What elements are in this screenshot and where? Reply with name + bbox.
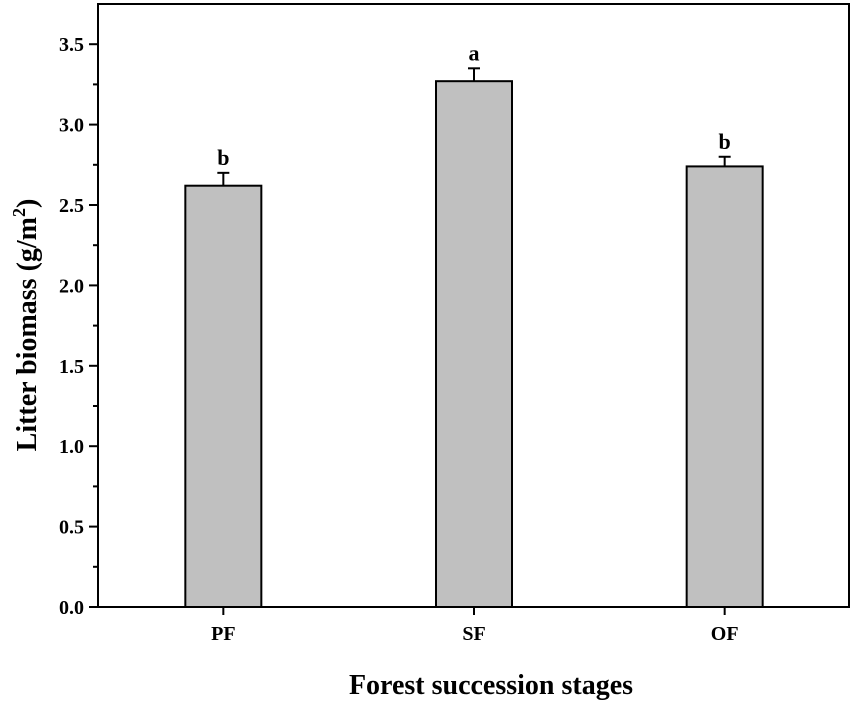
significance-label: b — [217, 145, 229, 170]
y-axis-title-main: Litter biomass (g/m — [12, 217, 43, 451]
significance-label: a — [469, 40, 480, 65]
bar-of — [685, 165, 764, 609]
y-tick-label: 3.5 — [59, 34, 84, 56]
x-tick-label: PF — [211, 623, 235, 645]
x-tick-label: SF — [462, 623, 485, 645]
y-axis-title-superscript: 2 — [9, 208, 29, 217]
x-axis-title: Forest succession stages — [349, 670, 633, 701]
significance-label: b — [719, 129, 731, 154]
bar-sf — [435, 80, 513, 608]
y-tick-label: 2.5 — [59, 195, 84, 217]
y-tick-label: 1.0 — [59, 436, 84, 458]
x-tick-label: OF — [711, 623, 739, 645]
y-axis-title-close: ) — [12, 199, 43, 208]
plot-area: 0.0 0.5 1.0 1.5 2.0 2.5 3.0 3.5 b PF a SF b OF — [59, 3, 850, 645]
y-axis-title: Litter biomass (g/m2) — [9, 199, 43, 452]
y-tick-label: 3.0 — [59, 115, 84, 137]
y-tick-label: 1.5 — [59, 356, 84, 378]
y-tick-label: 0.0 — [59, 597, 84, 619]
y-tick-label: 0.5 — [59, 517, 84, 539]
bar-pf — [184, 184, 263, 608]
y-tick-label: 2.0 — [59, 275, 84, 297]
